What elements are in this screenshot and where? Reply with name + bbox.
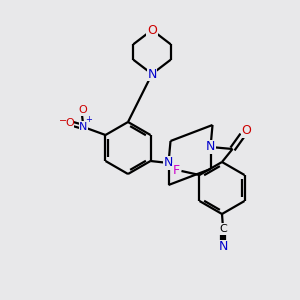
Text: O: O	[242, 124, 251, 137]
Text: N: N	[218, 241, 228, 254]
Text: O: O	[65, 118, 74, 128]
Text: +: +	[85, 116, 92, 124]
Text: −: −	[59, 116, 68, 126]
Text: N: N	[79, 122, 88, 132]
Text: F: F	[173, 164, 180, 176]
Text: O: O	[78, 105, 87, 115]
Text: C: C	[219, 224, 227, 234]
Text: O: O	[147, 23, 157, 37]
Text: N: N	[147, 68, 157, 80]
Text: N: N	[206, 140, 215, 154]
Text: N: N	[164, 157, 173, 169]
